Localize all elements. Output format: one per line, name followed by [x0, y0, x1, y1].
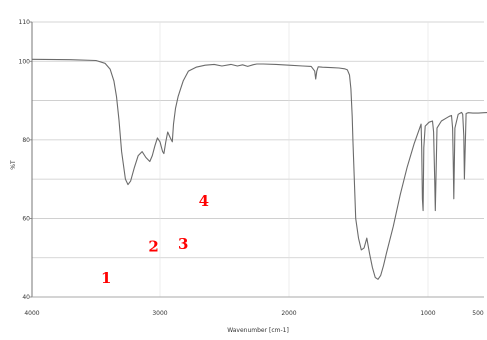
annotation-label-1: 1: [101, 269, 111, 287]
series-layer: [31, 58, 487, 280]
annotation-label-3: 3: [178, 235, 188, 253]
x-tick-label: 500: [472, 310, 484, 317]
y-tick-label: 40: [22, 294, 30, 301]
y-tick-label: 110: [19, 19, 31, 26]
plot-frame: [31, 22, 484, 298]
x-tick-label: 3000: [152, 310, 167, 317]
grid: [32, 21, 484, 298]
y-tick-label: 80: [22, 137, 30, 144]
x-tick-label: 1000: [420, 310, 435, 317]
y-tick-label: 100: [19, 58, 31, 65]
spectrum-line: [31, 58, 487, 280]
annotation-label-2: 2: [148, 237, 158, 255]
x-tick-label: 4000: [24, 310, 39, 317]
y-tick-label: 60: [22, 215, 30, 222]
tick-labels: 110 100 80 60 40 4000 3000 2000 1000 500: [19, 19, 484, 317]
annotation-label-4: 4: [199, 192, 209, 210]
x-tick-label: 2000: [281, 310, 296, 317]
annotations: 4 2 3 1: [101, 192, 209, 287]
y-axis-label: %T: [10, 160, 17, 170]
x-axis-label: Wavenumber [cm-1]: [227, 327, 289, 334]
